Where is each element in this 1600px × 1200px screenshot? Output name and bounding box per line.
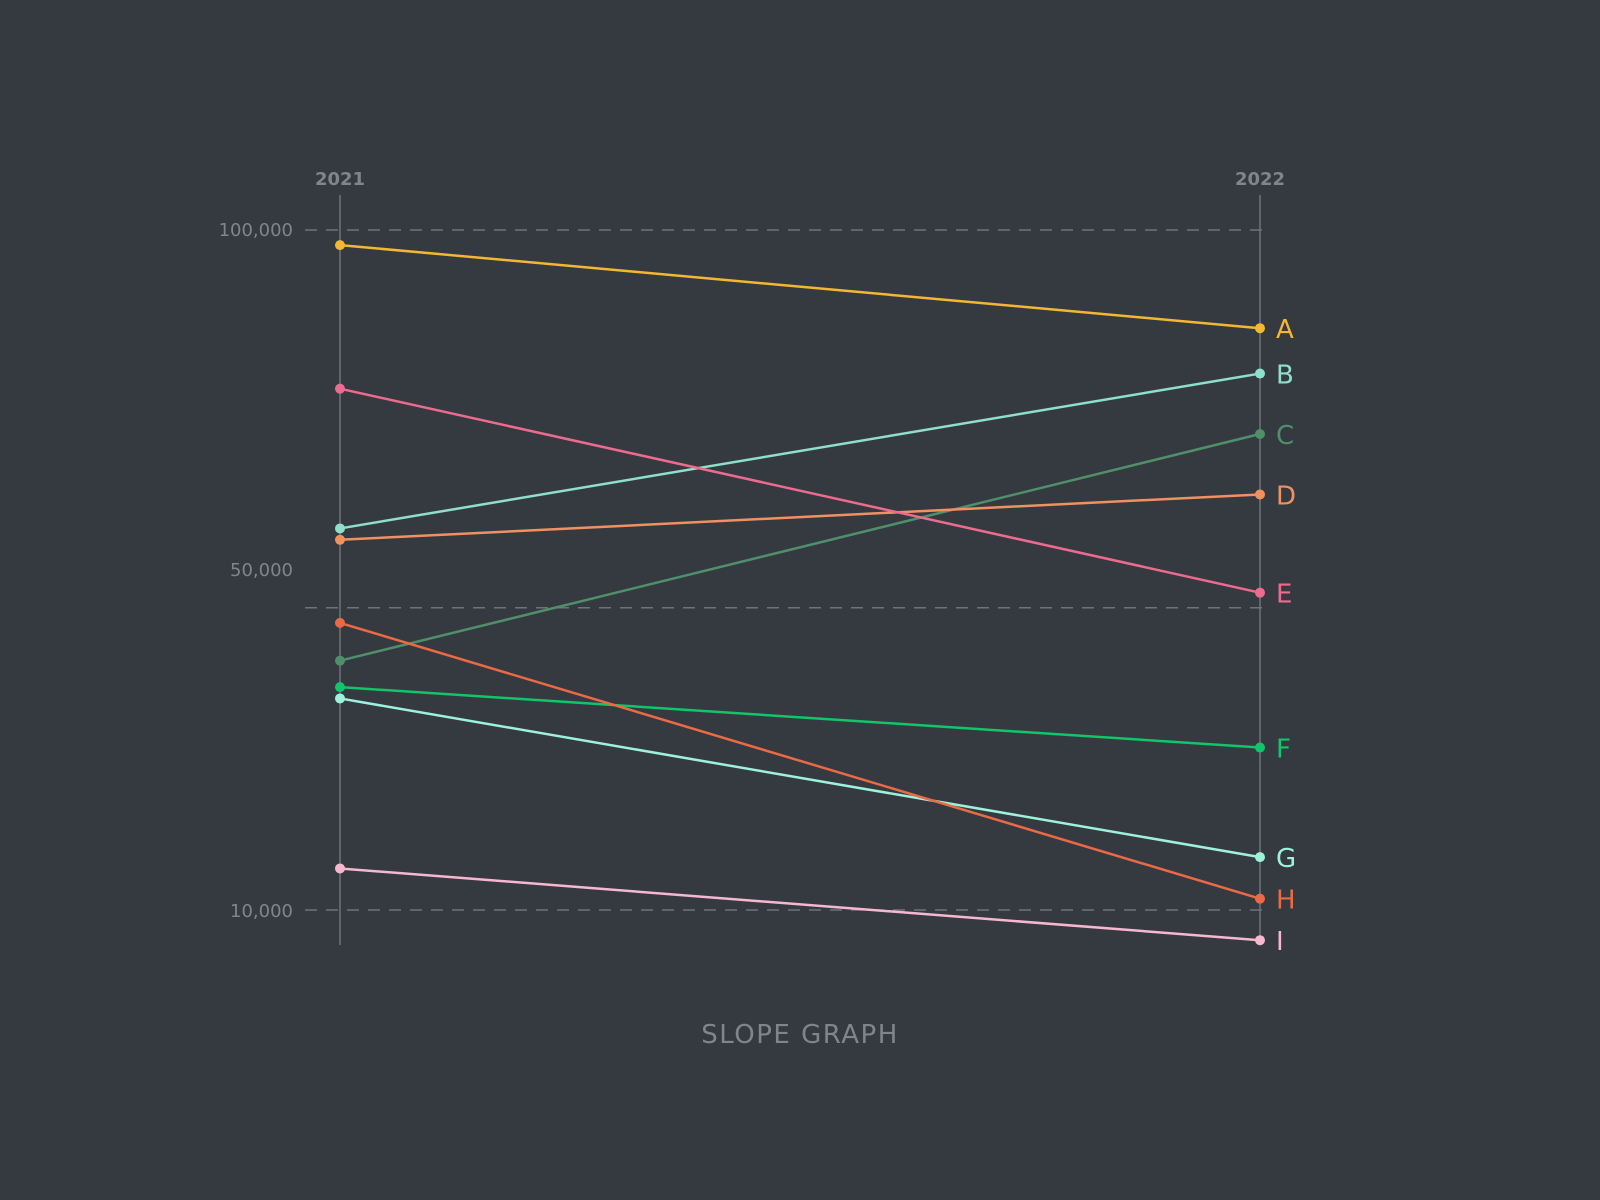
point-f-2022 [1255,742,1265,753]
point-a-2022 [1255,323,1265,334]
point-b-2022 [1255,368,1265,379]
grid-layer [305,229,1262,911]
point-b-2021 [335,523,345,534]
series-line-f [339,685,1261,749]
series-line-d [339,493,1261,542]
y-tick-label-100000: 100,000 [219,220,293,241]
series-line-b [339,372,1261,530]
point-h-2021 [335,617,345,628]
series-label-c: C [1276,421,1294,451]
year-label-2021: 2021 [315,169,365,190]
point-e-2022 [1255,587,1265,598]
series-line-c [339,432,1261,662]
point-d-2022 [1255,489,1265,500]
y-tick-label-10000: 10,000 [230,901,293,922]
series-label-i: I [1276,927,1284,957]
series-line-i [339,867,1261,942]
point-g-2021 [335,693,345,704]
series-label-f: F [1276,735,1291,765]
series-label-g: G [1276,844,1296,874]
point-i-2022 [1255,935,1265,946]
point-d-2021 [335,534,345,545]
axis-layer: 2021 2022 100,000 50,000 10,000 [219,169,1285,945]
y-tick-label-50000: 50,000 [230,560,293,581]
point-g-2022 [1255,852,1265,863]
point-c-2022 [1255,429,1265,439]
point-e-2021 [335,383,345,394]
series-label-h: H [1276,886,1296,916]
series-line-g [339,697,1261,859]
chart-caption: SLOPE GRAPH [701,1020,899,1050]
series-label-d: D [1276,481,1296,511]
series-label-a: A [1276,315,1294,345]
series-line-h [339,621,1261,900]
series-line-a [339,243,1261,330]
point-f-2021 [335,682,345,693]
year-label-2022: 2022 [1235,169,1285,190]
point-c-2021 [335,655,345,666]
series-label-e: E [1276,580,1292,610]
point-a-2021 [335,240,345,251]
series-line-e [339,387,1261,594]
series-label-b: B [1276,361,1294,391]
point-i-2021 [335,863,345,874]
point-h-2022 [1255,893,1265,904]
